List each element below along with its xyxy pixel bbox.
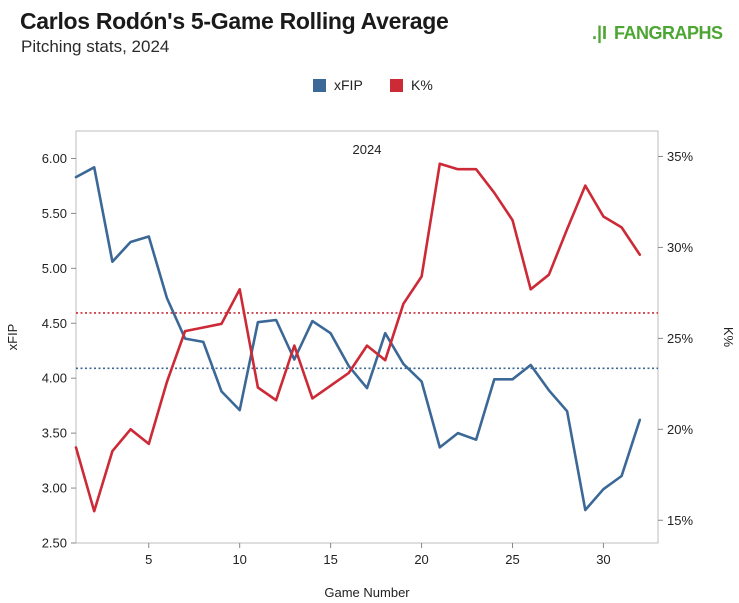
legend: xFIP K%	[313, 77, 433, 93]
y-left-tick-label: 4.00	[42, 371, 67, 386]
y-right-tick-label: 25%	[667, 331, 693, 346]
y-left-tick-label: 2.50	[42, 536, 67, 551]
legend-label-xfip: xFIP	[334, 77, 363, 93]
chart-title: Carlos Rodón's 5-Game Rolling Average	[20, 8, 449, 34]
x-tick-label: 5	[145, 552, 152, 567]
x-tick-label: 25	[505, 552, 519, 567]
y-left-tick-label: 5.00	[42, 261, 67, 276]
plot-area	[75, 130, 659, 544]
logo-mark: .|I	[592, 23, 607, 43]
chart-subtitle: Pitching stats, 2024	[21, 37, 170, 56]
series-line-xfip	[74, 166, 642, 512]
y-left-tick-label: 3.00	[42, 481, 67, 496]
y-right-tick-label: 20%	[667, 422, 693, 437]
fangraphs-logo: .|I FANGRAPHS	[592, 23, 724, 43]
x-tick-label: 10	[232, 552, 246, 567]
legend-swatch-kpct	[390, 79, 403, 92]
y-left-tick-label: 4.50	[42, 316, 67, 331]
y-right-axis-label: K%	[721, 327, 736, 348]
x-axis-label: Game Number	[324, 585, 410, 600]
y-left-axis-label: xFIP	[5, 324, 20, 351]
x-tick-label: 15	[323, 552, 337, 567]
legend-label-kpct: K%	[411, 77, 433, 93]
y-right-tick-label: 35%	[667, 149, 693, 164]
logo-text: FANGRAPHS	[614, 23, 723, 43]
x-tick-label: 30	[596, 552, 610, 567]
x-tick-label: 20	[414, 552, 428, 567]
legend-swatch-xfip	[313, 79, 326, 92]
panel-label: 2024	[353, 142, 382, 157]
y-right-tick-label: 15%	[667, 513, 693, 528]
y-left-tick-label: 6.00	[42, 151, 67, 166]
y-left-tick-label: 5.50	[42, 206, 67, 221]
y-right-tick-label: 30%	[667, 240, 693, 255]
y-left-tick-label: 3.50	[42, 426, 67, 441]
series-line-kpct	[74, 162, 642, 513]
